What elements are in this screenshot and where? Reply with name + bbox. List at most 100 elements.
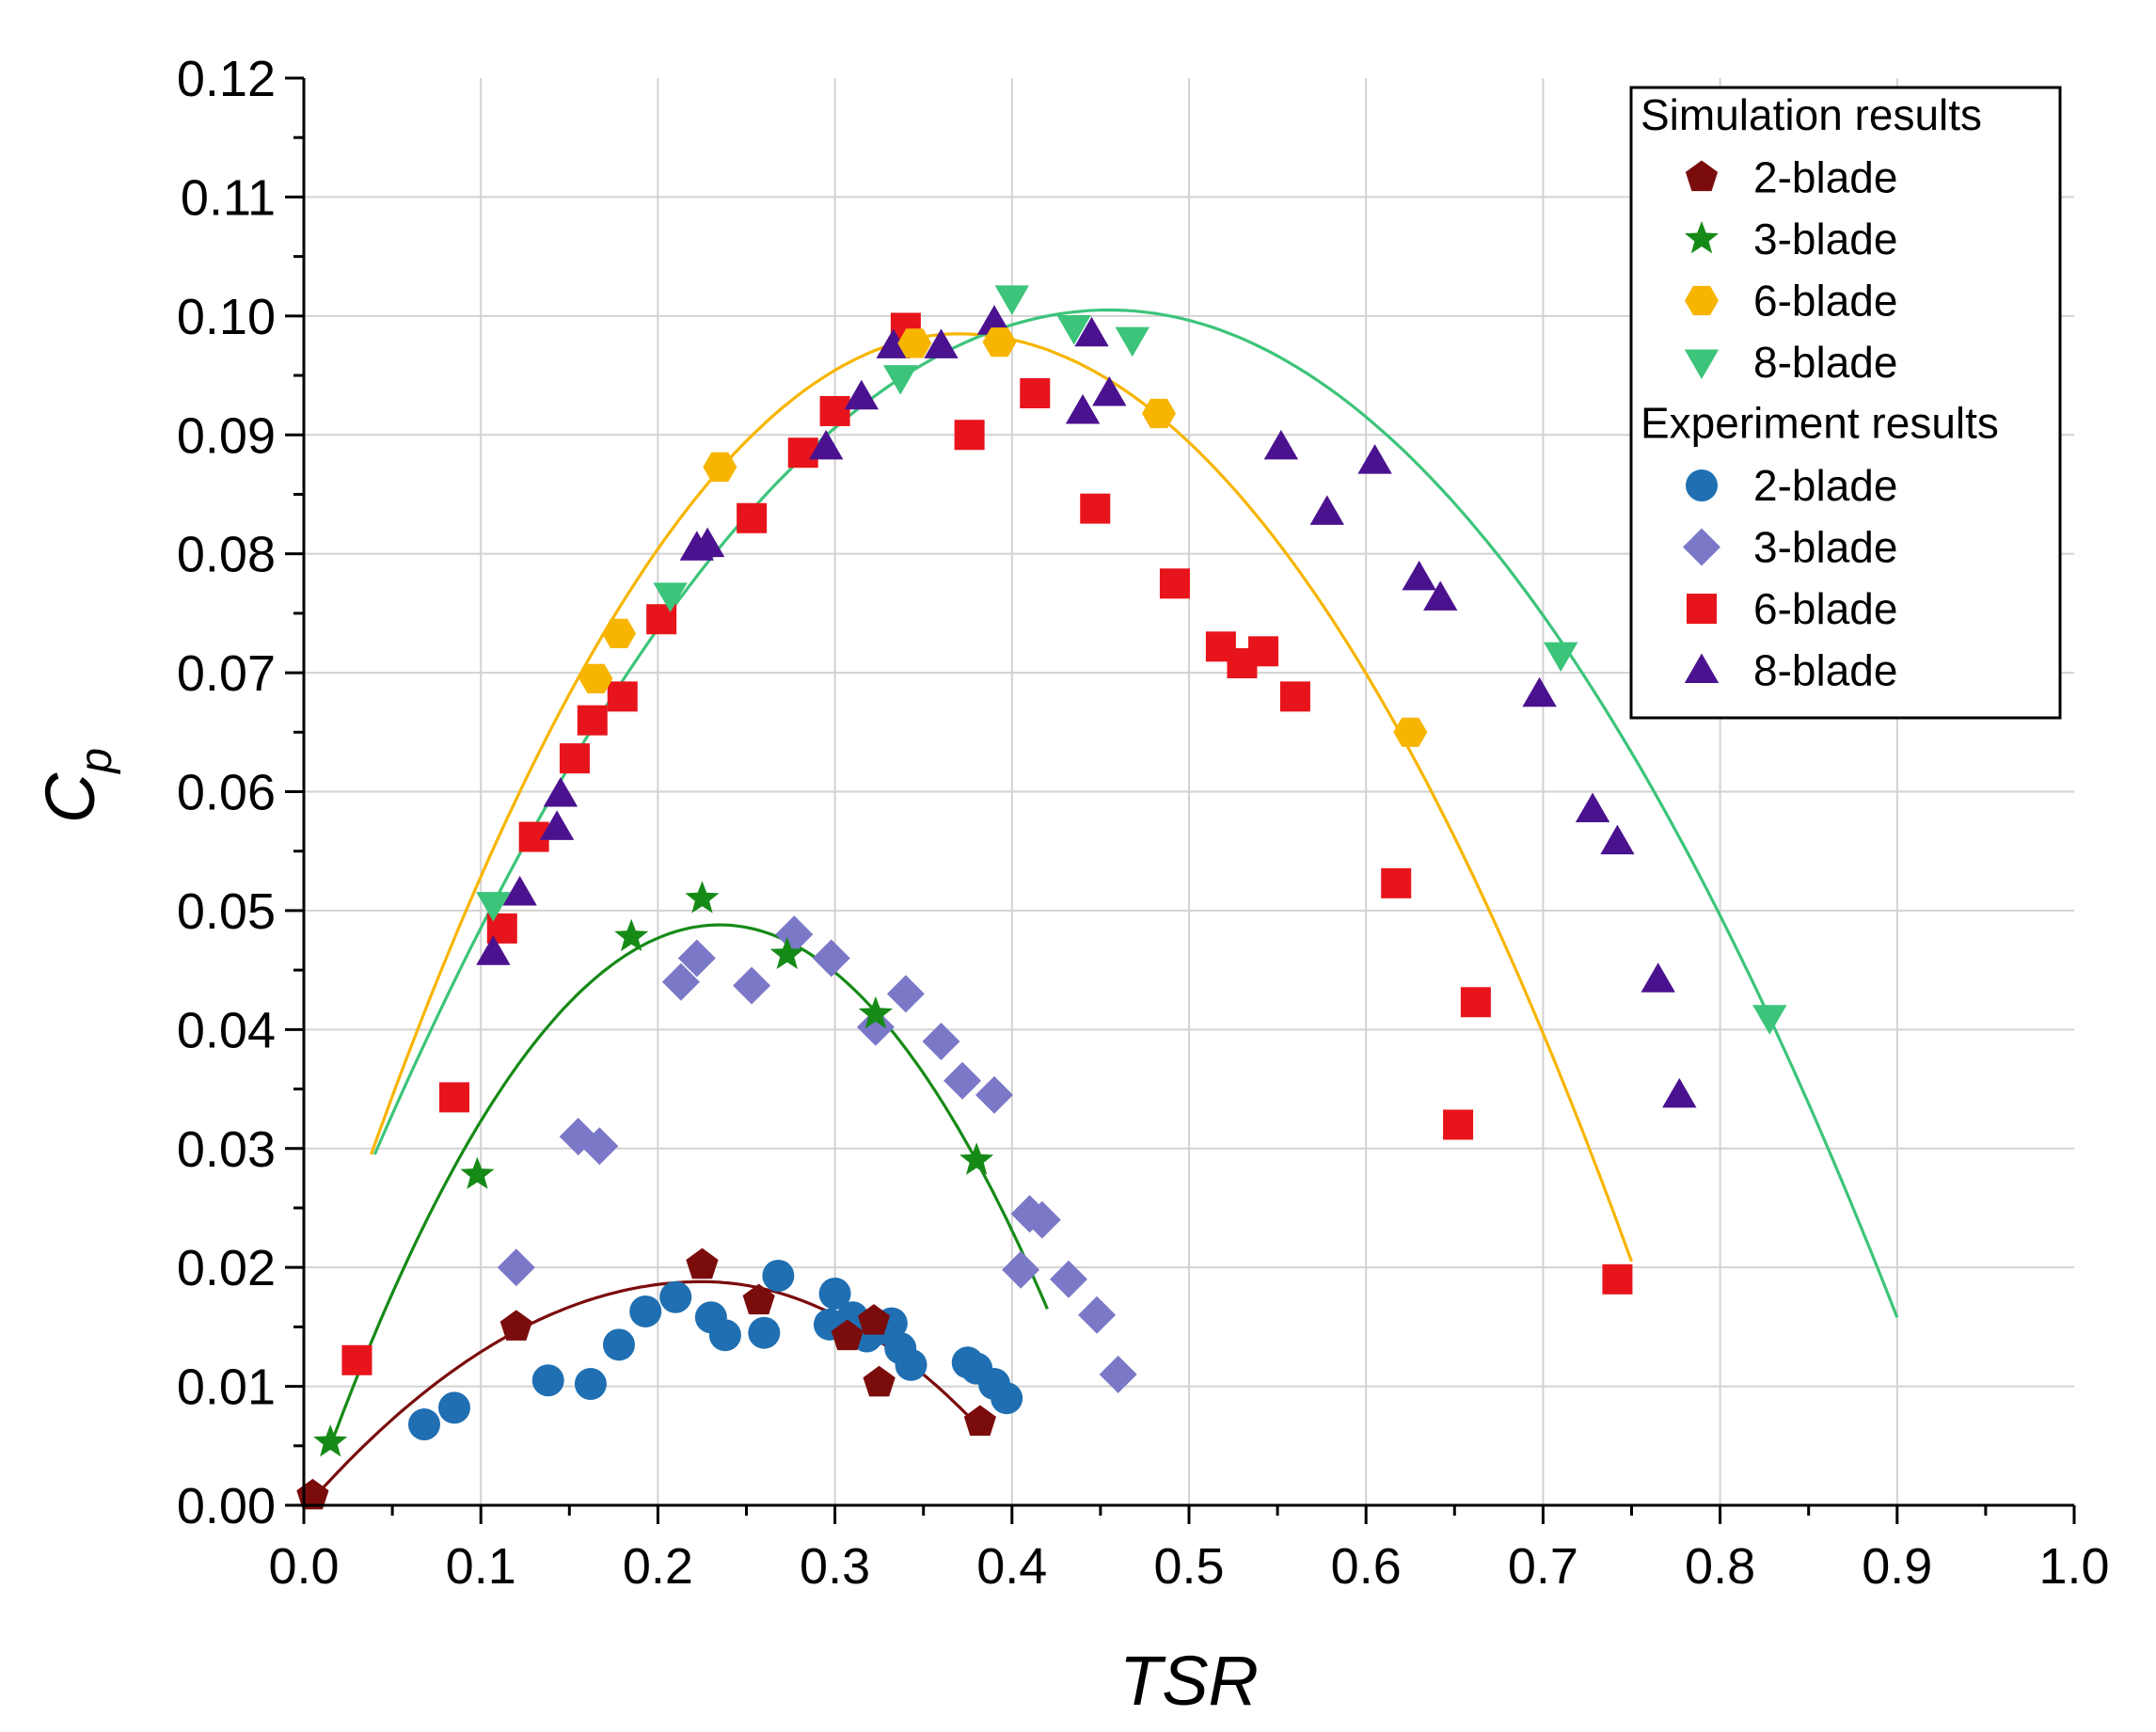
data-point <box>812 939 850 977</box>
data-point <box>559 743 590 774</box>
series-experiment-8-blade <box>476 305 1697 1108</box>
data-point <box>857 1304 891 1335</box>
data-point <box>685 881 720 914</box>
y-axis-label: Cp <box>31 748 121 823</box>
data-point <box>659 1280 692 1313</box>
y-tick-label: 0.12 <box>177 51 276 107</box>
data-point <box>661 962 700 1001</box>
data-point <box>690 527 725 558</box>
data-point <box>1752 1005 1787 1035</box>
legend-marker <box>1684 653 1720 683</box>
data-point <box>1641 962 1675 993</box>
y-axis-label-sub: p <box>71 748 121 775</box>
x-tick-label: 0.6 <box>1331 1538 1402 1595</box>
legend-marker <box>1687 594 1717 624</box>
legend-marker <box>1685 285 1719 316</box>
data-point <box>897 328 932 358</box>
data-point <box>924 328 959 358</box>
data-point <box>1357 444 1392 474</box>
data-point <box>407 1408 440 1441</box>
data-point <box>1065 394 1101 424</box>
data-point <box>895 1348 927 1381</box>
data-point <box>775 915 814 954</box>
x-tick-label: 0.5 <box>1153 1538 1224 1595</box>
y-tick-label: 0.04 <box>177 1002 276 1058</box>
data-point <box>1023 1200 1061 1239</box>
data-point <box>762 1260 795 1293</box>
data-point <box>1381 867 1412 898</box>
series-simulation-8-blade <box>476 285 1787 1035</box>
data-point <box>886 975 925 1013</box>
y-tick-label: 0.05 <box>177 883 276 940</box>
data-point <box>499 1310 532 1341</box>
y-tick-label: 0.00 <box>177 1478 276 1534</box>
data-point <box>1460 987 1491 1018</box>
legend-label: 2-blade <box>1753 153 1897 202</box>
data-point <box>1393 717 1428 747</box>
legend-label: 2-blade <box>1753 461 1897 510</box>
data-point <box>677 939 716 977</box>
y-tick-label: 0.03 <box>177 1121 276 1178</box>
x-tick-label: 0.8 <box>1685 1538 1755 1595</box>
data-point <box>607 681 638 712</box>
data-point <box>975 1075 1013 1114</box>
data-point <box>438 1082 469 1113</box>
y-tick-label: 0.09 <box>177 407 276 464</box>
data-point <box>1115 326 1149 358</box>
fit-curve <box>328 923 1049 1447</box>
x-tick-label: 0.3 <box>800 1538 870 1595</box>
legend-marker <box>1684 349 1720 379</box>
data-point <box>863 1365 896 1397</box>
x-tick-label: 0.9 <box>1862 1538 1932 1595</box>
data-point <box>982 327 1017 358</box>
x-tick-label: 0.4 <box>976 1538 1047 1595</box>
data-point <box>1248 636 1279 667</box>
data-point <box>809 429 844 460</box>
series-experiment-2-blade <box>407 1260 1023 1441</box>
data-point <box>1159 568 1190 599</box>
legend-label: 6-blade <box>1753 584 1897 633</box>
fit-curves <box>311 308 1899 1501</box>
data-point <box>577 705 608 736</box>
data-point <box>686 1247 719 1279</box>
data-point <box>614 918 649 952</box>
data-point <box>476 892 511 922</box>
data-point <box>539 810 575 840</box>
data-point <box>748 1316 781 1349</box>
data-point <box>1080 493 1111 524</box>
x-tick-label: 0.1 <box>446 1538 516 1595</box>
x-tick-label: 1.0 <box>2038 1538 2109 1595</box>
data-point <box>1522 676 1557 707</box>
x-tick-label: 0.2 <box>623 1538 693 1595</box>
fit-curve <box>373 308 1899 1318</box>
legend-label: 3-blade <box>1753 523 1897 572</box>
data-point <box>629 1295 662 1327</box>
data-point <box>976 305 1012 335</box>
data-point <box>476 935 511 965</box>
y-tick-label: 0.08 <box>177 527 276 583</box>
data-point <box>1020 378 1051 409</box>
legend-label: 8-blade <box>1753 338 1897 387</box>
y-tick-label: 0.10 <box>177 289 276 345</box>
data-point <box>959 1142 994 1175</box>
legend-marker <box>1683 528 1720 566</box>
data-point <box>963 1405 996 1437</box>
data-point <box>1575 792 1610 822</box>
data-point <box>708 1319 741 1352</box>
legend-header: Experiment results <box>1641 399 1999 448</box>
data-point <box>653 582 688 612</box>
data-point <box>313 1424 348 1457</box>
data-point <box>1600 824 1635 855</box>
data-point <box>1074 316 1109 347</box>
data-point <box>991 1382 1023 1415</box>
data-point <box>1078 1295 1117 1334</box>
legend: Simulation results 2-blade 3-blade 6-blade 8… <box>1629 86 2062 720</box>
data-point <box>1602 1263 1633 1295</box>
data-point <box>1050 1260 1087 1298</box>
x-axis-label: TSR <box>1119 1642 1259 1720</box>
data-point <box>883 365 918 395</box>
legend-label: 8-blade <box>1753 646 1897 695</box>
legend-marker <box>1685 160 1719 192</box>
